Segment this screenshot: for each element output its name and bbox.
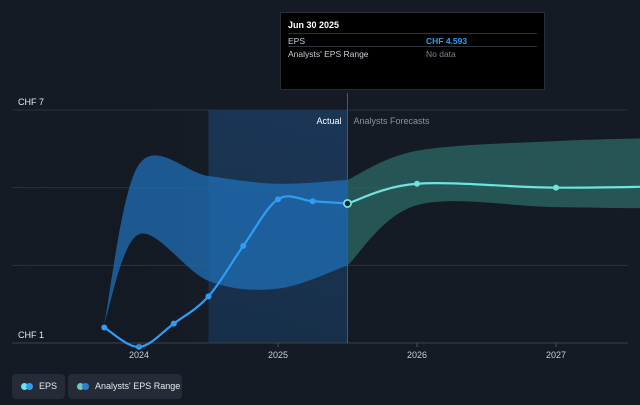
tooltip-range-label: Analysts' EPS Range (288, 49, 369, 59)
eps-point-3 (205, 293, 212, 300)
tooltip-row-range: Analysts' EPS Range No data (288, 46, 537, 61)
tooltip-eps-value: CHF 4.593 (426, 36, 468, 46)
legend-range-dot-icon-2 (82, 383, 89, 390)
eps-point-5 (275, 196, 281, 203)
eps-range-band-forecast (347, 138, 640, 266)
eps-point-6 (309, 198, 316, 205)
tooltip-eps-label: EPS (288, 36, 306, 46)
x-tick-label-2024: 2024 (129, 350, 149, 360)
tooltip-row-eps: EPS CHF 4.593 (288, 33, 537, 48)
legend-range-dot-icon (77, 383, 84, 390)
legend-range-label: Analysts' EPS Range (95, 381, 181, 391)
eps-point-0 (101, 324, 108, 331)
eps-forecast-line (347, 182, 640, 205)
eps-forecast-point-1 (414, 180, 420, 187)
legend-eps-button[interactable]: EPS (12, 374, 65, 399)
x-tick-label-2027: 2027 (546, 350, 566, 360)
tooltip-date: Jun 30 2025 (288, 20, 340, 30)
x-tick-label-2026: 2026 (407, 350, 427, 360)
eps-point-2 (170, 320, 177, 327)
legend-eps-dot-icon (21, 383, 28, 390)
eps-forecast-point-2 (553, 184, 559, 191)
x-tick-label-2025: 2025 (268, 350, 288, 360)
legend-range-button[interactable]: Analysts' EPS Range (68, 374, 182, 399)
actual-label: Actual (316, 116, 341, 126)
legend-eps-dot-icon-2 (26, 383, 33, 390)
eps-point-4 (240, 242, 247, 249)
tooltip-range-value: No data (426, 49, 456, 59)
forecast-label: Analysts Forecasts (354, 116, 431, 126)
y-tick-label-1: CHF 1 (18, 330, 44, 340)
y-tick-label-7: CHF 7 (18, 97, 44, 107)
tooltip: Jun 30 2025 EPS CHF 4.593 Analysts' EPS … (280, 12, 545, 90)
legend-eps-label: EPS (39, 381, 58, 391)
current-point-marker (342, 198, 352, 208)
